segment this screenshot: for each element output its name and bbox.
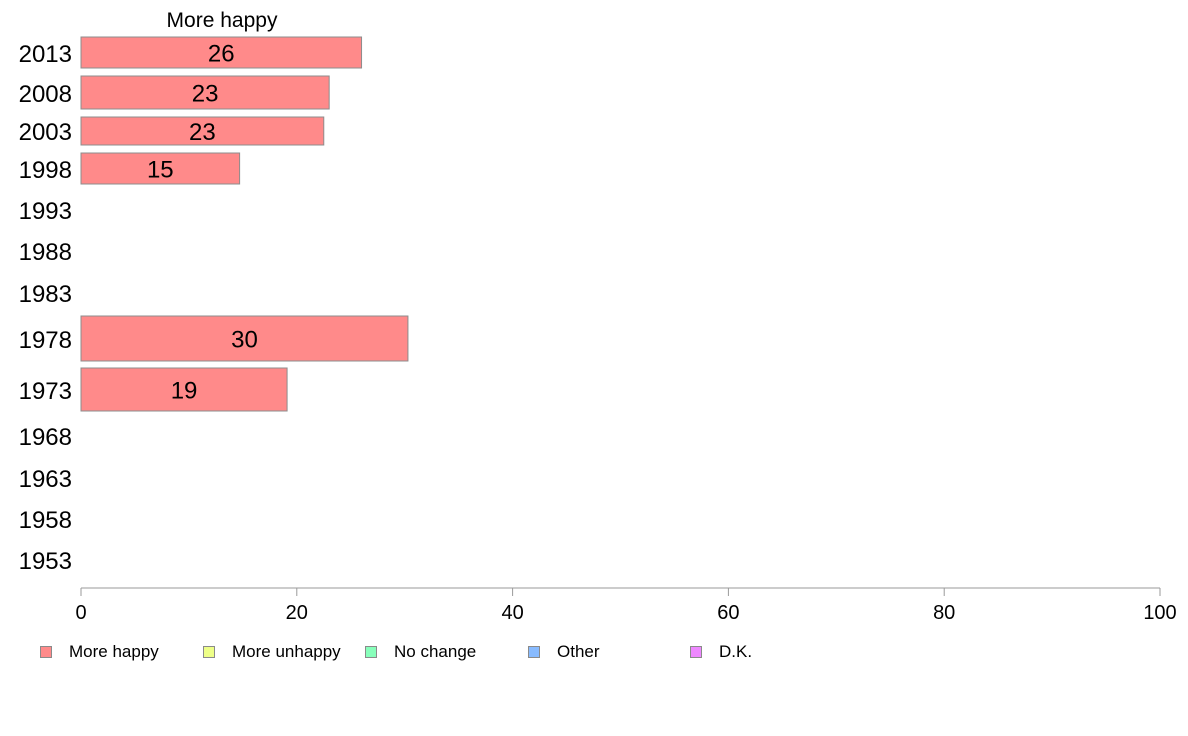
bar-1973 xyxy=(80,367,288,412)
legend-label: D.K. xyxy=(719,642,753,661)
legend-item-no-change: No change xyxy=(365,642,476,662)
legend-label: Other xyxy=(557,642,600,661)
legend-item-more-unhappy: More unhappy xyxy=(203,642,341,662)
bar-value-label-1998: 15 xyxy=(147,157,174,184)
y-tick-label-1978: 1978 xyxy=(19,327,72,354)
y-tick-label-1973: 1973 xyxy=(19,378,72,405)
y-tick-label-2003: 2003 xyxy=(19,119,72,146)
legend-item-d-k: D.K. xyxy=(690,642,752,662)
legend-label: More unhappy xyxy=(232,642,341,661)
x-tick-label-60: 60 xyxy=(717,602,739,624)
y-tick-label-1983: 1983 xyxy=(19,281,72,308)
bar-2013 xyxy=(80,36,363,69)
bar-value-label-2013: 26 xyxy=(208,41,235,68)
legend-swatch xyxy=(365,646,377,658)
y-tick-label-2008: 2008 xyxy=(19,81,72,108)
bar-1978 xyxy=(80,315,409,362)
legend-item-other: Other xyxy=(528,642,600,662)
legend-swatch xyxy=(40,646,52,658)
legend-label: More happy xyxy=(69,642,159,661)
bar-value-label-1978: 30 xyxy=(231,327,258,354)
x-tick-label-0: 0 xyxy=(75,602,86,624)
legend: More happy More unhappy No change Other D.K. xyxy=(40,642,1140,666)
y-tick-label-1988: 1988 xyxy=(19,239,72,266)
y-tick-label-1958: 1958 xyxy=(19,507,72,534)
x-tick-label-20: 20 xyxy=(286,602,308,624)
legend-label: No change xyxy=(394,642,477,661)
bar-value-label-2008: 23 xyxy=(192,81,219,108)
y-tick-label-1993: 1993 xyxy=(19,198,72,225)
bar-2003 xyxy=(80,116,325,146)
y-tick-label-1968: 1968 xyxy=(19,424,72,451)
bar-value-label-2003: 23 xyxy=(189,119,216,146)
legend-swatch xyxy=(690,646,702,658)
bar-2008 xyxy=(80,75,330,110)
y-tick-label-1953: 1953 xyxy=(19,548,72,575)
y-tick-label-1998: 1998 xyxy=(19,157,72,184)
legend-item-more-happy: More happy xyxy=(40,642,159,662)
y-tick-label-1963: 1963 xyxy=(19,466,72,493)
y-tick-label-2013: 2013 xyxy=(19,41,72,68)
x-tick-label-80: 80 xyxy=(933,602,955,624)
bar-1998 xyxy=(80,152,241,185)
x-tick-label-40: 40 xyxy=(501,602,523,624)
legend-swatch xyxy=(203,646,215,658)
x-tick-label-100: 100 xyxy=(1143,602,1176,624)
series-title: More happy xyxy=(167,9,278,32)
legend-swatch xyxy=(528,646,540,658)
bar-value-label-1973: 19 xyxy=(171,378,198,405)
